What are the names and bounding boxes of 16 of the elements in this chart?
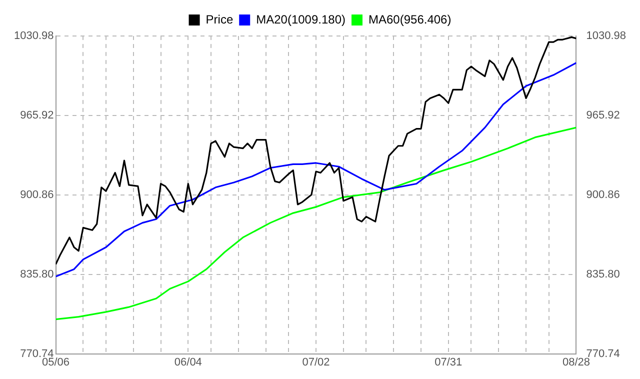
x-tick-label: 05/06 bbox=[42, 356, 70, 368]
x-tick-label: 07/02 bbox=[302, 356, 330, 368]
y-tick-label: 965.92 bbox=[20, 109, 54, 122]
x-tick-label: 06/04 bbox=[174, 356, 202, 368]
x-tick-label: 08/28 bbox=[562, 356, 590, 368]
y-tick-label: 900.86 bbox=[20, 188, 54, 201]
legend-label: MA20(1009.180) bbox=[256, 12, 346, 26]
y2-tick-label: 900.86 bbox=[586, 188, 620, 201]
y-tick-label: 835.80 bbox=[20, 268, 54, 280]
x-tick-label: 07/31 bbox=[434, 356, 462, 368]
y2-tick-label: 1030.98 bbox=[586, 30, 626, 42]
legend-label: MA60(956.406) bbox=[368, 12, 452, 26]
y2-tick-label: 965.92 bbox=[586, 109, 620, 122]
legend-label: Price bbox=[206, 12, 234, 26]
y2-tick-label: 835.80 bbox=[586, 268, 620, 280]
y-tick-label: 1030.98 bbox=[14, 30, 54, 42]
